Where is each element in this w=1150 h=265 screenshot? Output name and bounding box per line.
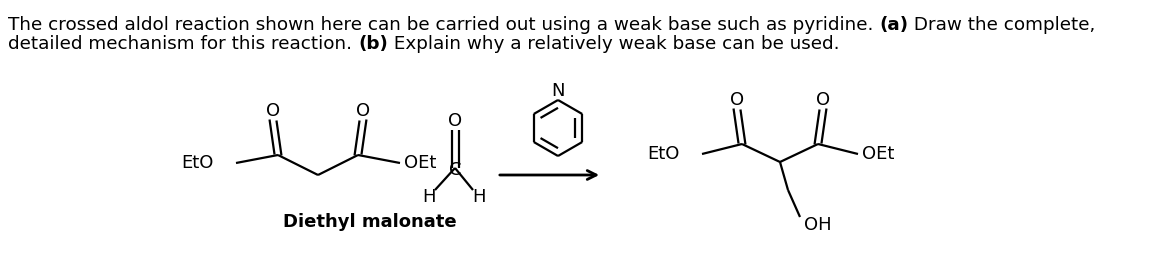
Text: C: C [448, 161, 461, 179]
Text: OH: OH [804, 216, 831, 234]
Text: (a): (a) [880, 16, 908, 34]
Text: O: O [730, 91, 744, 109]
Text: The crossed aldol reaction shown here can be carried out using a weak base such : The crossed aldol reaction shown here ca… [8, 16, 880, 34]
Text: H: H [473, 188, 485, 206]
Text: H: H [422, 188, 436, 206]
Text: O: O [266, 102, 281, 120]
Text: O: O [356, 102, 370, 120]
Text: OEt: OEt [862, 145, 895, 163]
Text: Explain why a relatively weak base can be used.: Explain why a relatively weak base can b… [388, 35, 840, 53]
Text: EtO: EtO [182, 154, 214, 172]
Text: Draw the complete,: Draw the complete, [908, 16, 1096, 34]
Text: O: O [816, 91, 830, 109]
Text: EtO: EtO [647, 145, 680, 163]
Text: (b): (b) [358, 35, 388, 53]
Text: OEt: OEt [404, 154, 436, 172]
Text: detailed mechanism for this reaction.: detailed mechanism for this reaction. [8, 35, 358, 53]
Text: N: N [551, 82, 565, 100]
Text: Diethyl malonate: Diethyl malonate [283, 213, 457, 231]
Text: O: O [448, 112, 462, 130]
